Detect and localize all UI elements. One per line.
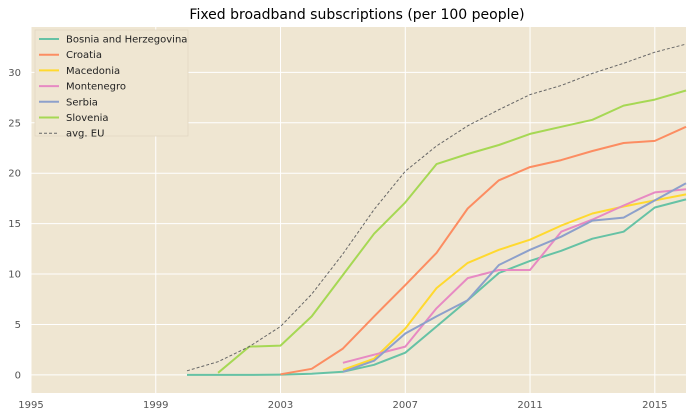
y-axis-ticks: 0 5 10 15 20 25 30 — [8, 68, 21, 381]
series-line-montenegro — [342, 188, 687, 364]
legend-label: avg. EU — [66, 129, 104, 140]
x-tick-label: 2007 — [393, 400, 418, 411]
series-lines — [186, 43, 687, 376]
x-tick-label: 1999 — [143, 400, 168, 411]
y-tick-label: 0 — [15, 370, 21, 381]
legend-label: Macedonia — [66, 66, 120, 77]
x-tick-label: 2015 — [642, 400, 667, 411]
series-line-slovenia — [217, 89, 687, 374]
series-line-avg-eu — [186, 43, 687, 372]
x-tick-label: 1995 — [18, 400, 43, 411]
legend-label: Slovenia — [66, 113, 109, 124]
x-axis-ticks: 1995 1999 2003 2007 2011 2015 — [18, 400, 667, 411]
series-line-bosnia-and-herzegovina — [187, 198, 687, 376]
y-tick-label: 5 — [15, 320, 21, 331]
legend-box — [34, 29, 189, 137]
series-line-croatia — [280, 125, 687, 376]
y-tick-label: 25 — [8, 118, 21, 129]
legend-label: Bosnia and Herzegovina — [66, 35, 187, 46]
y-tick-label: 15 — [8, 219, 21, 230]
y-tick-label: 10 — [8, 270, 21, 281]
legend-label: Montenegro — [66, 82, 126, 93]
x-tick-label: 2003 — [268, 400, 293, 411]
series-line-macedonia — [342, 193, 687, 371]
grid-lines — [30, 27, 686, 393]
y-tick-label: 20 — [8, 169, 21, 180]
x-tick-label: 2011 — [517, 400, 542, 411]
y-tick-label: 30 — [8, 68, 21, 79]
legend: Bosnia and Herzegovina Croatia Macedonia Mo… — [34, 29, 189, 140]
chart-title: Fixed broadband subscriptions (per 100 p… — [189, 7, 524, 23]
legend-label: Croatia — [66, 50, 102, 61]
legend-label: Serbia — [66, 97, 98, 108]
series-line-serbia — [342, 182, 687, 373]
